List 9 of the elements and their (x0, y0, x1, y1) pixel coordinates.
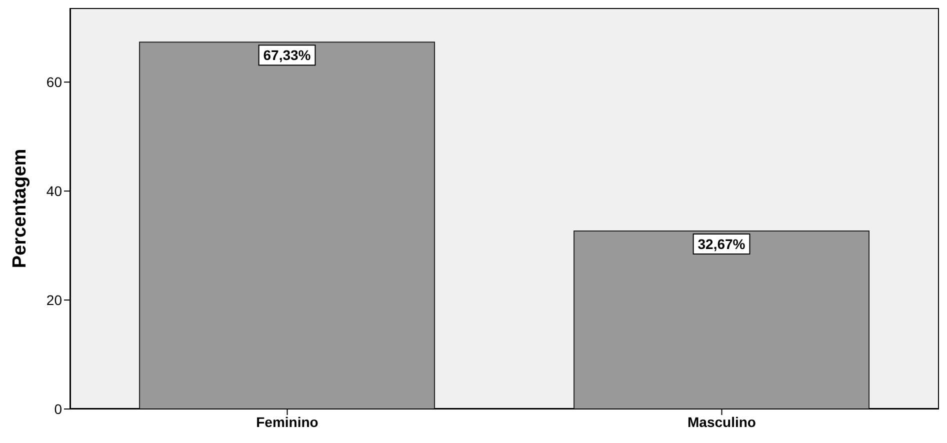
x-tick-label: Feminino (256, 414, 318, 430)
y-tick-label: 60 (46, 74, 62, 90)
y-tick-label: 40 (46, 183, 62, 200)
y-axis-title: Percentagem (10, 148, 31, 268)
y-tick-label: 0 (54, 400, 62, 417)
data-label: 67,33% (263, 47, 312, 64)
data-label: 32,67% (698, 236, 746, 252)
x-tick-label: Masculino (688, 414, 756, 430)
y-tick-label: 20 (46, 292, 62, 308)
